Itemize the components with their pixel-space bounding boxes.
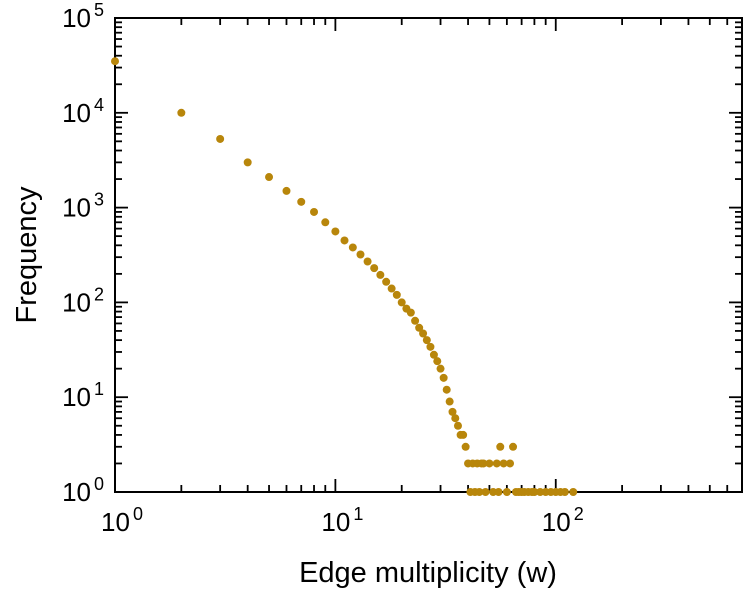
data-point <box>392 290 401 299</box>
data-point <box>363 257 372 266</box>
data-point <box>297 197 306 206</box>
data-point <box>356 250 365 259</box>
y-axis-tick-label: 10 1 <box>62 379 104 412</box>
y-axis-tick-label: 10 3 <box>62 190 104 223</box>
data-point <box>216 134 225 143</box>
data-point <box>243 158 252 167</box>
data-point <box>265 173 274 182</box>
data-point <box>411 316 420 325</box>
data-point <box>282 186 291 195</box>
data-point <box>479 459 488 468</box>
data-point <box>331 227 340 236</box>
data-point <box>448 407 457 416</box>
data-point <box>499 459 508 468</box>
y-axis-title: Frequency <box>11 186 43 324</box>
data-point <box>433 357 442 366</box>
data-point <box>530 488 539 496</box>
x-axis-title: Edge multiplicity (w) <box>299 557 557 589</box>
data-point <box>415 323 424 332</box>
data-points <box>111 57 578 496</box>
data-point <box>376 270 385 279</box>
x-axis-tick-label: 10 2 <box>542 504 584 537</box>
data-point <box>348 243 357 252</box>
data-point <box>382 277 391 286</box>
data-point <box>509 442 518 451</box>
data-point <box>177 108 186 117</box>
data-point <box>459 430 468 439</box>
data-point <box>406 308 415 317</box>
data-point <box>370 264 379 273</box>
data-point <box>475 488 484 496</box>
data-point <box>494 488 503 496</box>
data-point <box>426 342 435 351</box>
data-point <box>436 364 445 373</box>
data-point <box>321 218 330 227</box>
data-point <box>569 488 578 496</box>
data-point <box>502 488 511 496</box>
data-point <box>397 298 406 307</box>
plot-frame <box>114 17 743 493</box>
data-point <box>422 336 431 345</box>
data-point <box>536 488 545 496</box>
data-point <box>310 207 319 216</box>
data-point <box>451 414 460 423</box>
data-point <box>481 488 490 496</box>
data-point <box>442 385 451 394</box>
data-point <box>461 442 470 451</box>
axis-tick-labels: 10 0 10 1 10 2 10 0 10 1 10 2 10 3 10 4 10 5 <box>62 0 584 537</box>
x-axis-tick-label: 10 1 <box>321 504 363 537</box>
data-point <box>453 421 462 430</box>
data-point <box>387 284 396 293</box>
data-point <box>340 236 349 245</box>
data-point <box>496 442 505 451</box>
y-axis-tick-label: 10 5 <box>62 0 104 33</box>
data-point <box>560 488 569 496</box>
data-point <box>492 459 501 468</box>
y-axis-tick-label: 10 4 <box>62 95 104 128</box>
data-point <box>419 329 428 338</box>
y-axis-tick-label: 10 2 <box>62 284 104 317</box>
data-point <box>445 397 454 406</box>
data-point <box>506 459 515 468</box>
data-point <box>111 57 119 66</box>
x-axis-tick-label: 10 0 <box>101 504 143 537</box>
y-axis-tick-label: 10 0 <box>62 474 104 507</box>
data-point <box>439 373 448 382</box>
axis-ticks <box>114 17 742 493</box>
data-point <box>429 350 438 359</box>
data-point <box>485 459 494 468</box>
